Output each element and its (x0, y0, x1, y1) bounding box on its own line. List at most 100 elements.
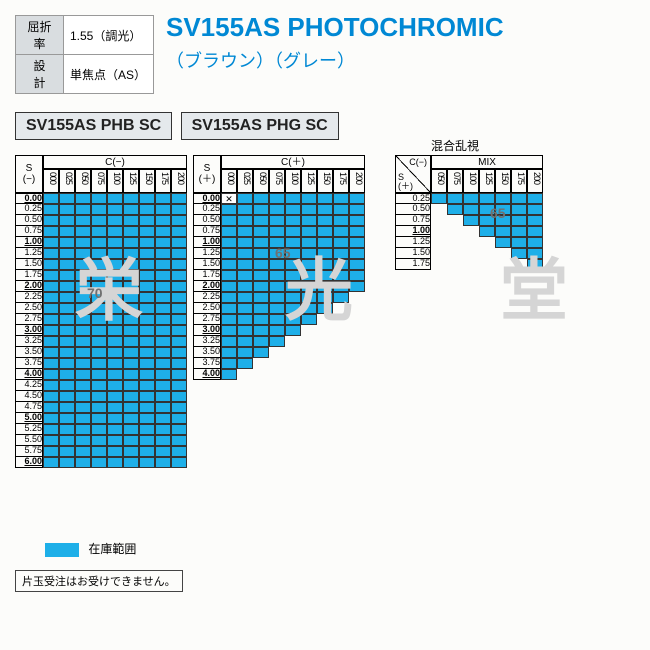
cell-available (349, 193, 365, 204)
cell-available (333, 259, 349, 270)
cell-available (463, 193, 479, 204)
cell-available (59, 369, 75, 380)
cell-available (349, 259, 365, 270)
cell-available (171, 446, 187, 457)
cell-available (107, 259, 123, 270)
cell-available (139, 457, 155, 468)
code-2: SV155AS PHG SC (181, 112, 339, 140)
cell-available (527, 259, 543, 270)
cell-available (139, 424, 155, 435)
cell-available (253, 193, 269, 204)
cell-available (43, 215, 59, 226)
cell-available (301, 193, 317, 204)
cell-available (285, 325, 301, 336)
cell-available (139, 435, 155, 446)
cell-available (285, 193, 301, 204)
cell-available (171, 248, 187, 259)
col-header: 100 (463, 169, 479, 193)
cell-available (75, 193, 91, 204)
cell-available (527, 204, 543, 215)
cell-available (171, 369, 187, 380)
cell-available (91, 237, 107, 248)
col-header: 050 (253, 169, 269, 193)
cell-available (59, 435, 75, 446)
cell-available (221, 281, 237, 292)
cell-available (75, 336, 91, 347)
cell-available (155, 435, 171, 446)
cell-available (171, 402, 187, 413)
cell-available (107, 292, 123, 303)
cell-available (221, 259, 237, 270)
cell-available (75, 259, 91, 270)
cell-available (91, 413, 107, 424)
cell-available (91, 402, 107, 413)
cell-available (43, 424, 59, 435)
cell-available (155, 314, 171, 325)
cell-available (155, 270, 171, 281)
cell-available (59, 259, 75, 270)
cell-available (59, 314, 75, 325)
cell-available (253, 325, 269, 336)
col-header: 025 (59, 169, 75, 193)
cell-available (253, 259, 269, 270)
cell-available (527, 226, 543, 237)
range-label: 70 (87, 285, 103, 301)
col-header: 125 (479, 169, 495, 193)
cell-available (317, 259, 333, 270)
cell-available (123, 303, 139, 314)
cell-available (139, 193, 155, 204)
cell-available (171, 237, 187, 248)
cell-available (75, 325, 91, 336)
col-header: 175 (155, 169, 171, 193)
cell-available (75, 402, 91, 413)
cell-available (43, 303, 59, 314)
cell-available (59, 303, 75, 314)
col-header: 175 (511, 169, 527, 193)
cell-available (155, 193, 171, 204)
cell-available (123, 204, 139, 215)
cell-available (237, 270, 253, 281)
cell-available (237, 292, 253, 303)
cell-available (123, 292, 139, 303)
cell-available (237, 303, 253, 314)
cell-available (155, 380, 171, 391)
cell-available (285, 303, 301, 314)
cell-available (333, 270, 349, 281)
mix-diag-header: C(−)S(＋) (395, 155, 431, 193)
cell-available (43, 391, 59, 402)
cell-available (301, 215, 317, 226)
mix-title: 混合乱視 (431, 137, 479, 154)
cell-available (269, 226, 285, 237)
cell-available (301, 237, 317, 248)
cell-available (91, 303, 107, 314)
cell-available (139, 248, 155, 259)
cell-available (269, 325, 285, 336)
cell-available (123, 259, 139, 270)
cell-available (221, 303, 237, 314)
cell-available (171, 457, 187, 468)
legend-swatch (45, 543, 79, 557)
cell-available (59, 281, 75, 292)
cell-available (139, 204, 155, 215)
cell-available (511, 215, 527, 226)
cell-available (269, 215, 285, 226)
cell-available (43, 358, 59, 369)
cell-available (75, 347, 91, 358)
cell-available (107, 347, 123, 358)
cell-available (43, 204, 59, 215)
cell-available (107, 204, 123, 215)
cell-available (107, 270, 123, 281)
cell-available (75, 226, 91, 237)
cell-available (301, 248, 317, 259)
cell-available (237, 215, 253, 226)
cell-available (171, 314, 187, 325)
cell-available (527, 237, 543, 248)
cell-available (139, 259, 155, 270)
cell-available (43, 314, 59, 325)
cell-available (253, 314, 269, 325)
cell-available (123, 270, 139, 281)
cell-available (123, 358, 139, 369)
cell-available (221, 204, 237, 215)
cell-available (155, 248, 171, 259)
spec-label-1: 屈折率 (16, 16, 64, 55)
